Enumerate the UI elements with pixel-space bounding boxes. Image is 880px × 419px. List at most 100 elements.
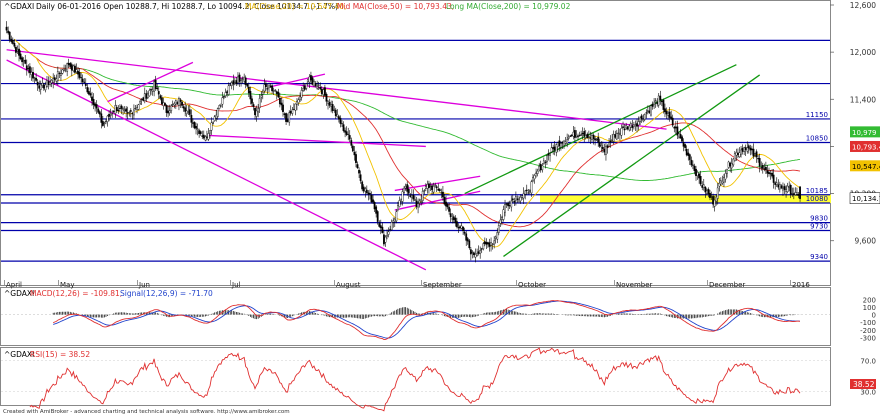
candle-body [497, 232, 498, 239]
candle-body [486, 242, 487, 244]
candle-body [337, 114, 338, 116]
candle-body [785, 190, 786, 192]
candle-body [393, 221, 394, 223]
candle-body [129, 112, 130, 113]
candle-body [475, 254, 476, 257]
candle-body [629, 126, 630, 130]
candle-body [82, 79, 83, 82]
month-label: Jun [138, 281, 150, 289]
candle-body [245, 78, 246, 85]
candle-body [155, 80, 156, 89]
candle-body [736, 152, 737, 155]
candle-body [184, 108, 185, 112]
candle-body [481, 249, 482, 250]
rsi-tick-label: 70.0 [860, 357, 876, 365]
candle-body [251, 99, 252, 104]
candle-body [538, 166, 539, 170]
candle-body [546, 156, 547, 162]
candle-body [181, 102, 182, 105]
candle-body [161, 98, 162, 104]
candle-body [234, 83, 235, 84]
macd-value-label: MACD(12,26) = -109.81, [30, 289, 122, 298]
candle-body [493, 241, 494, 244]
candle-body [330, 105, 331, 107]
candle-body [562, 142, 563, 143]
candle-body [371, 195, 372, 202]
candle-body [504, 204, 505, 212]
candle-body [318, 85, 319, 86]
candle-body [439, 189, 440, 190]
candle-body [765, 167, 766, 170]
candle-body [403, 188, 404, 192]
candle-body [17, 50, 18, 51]
candle-body [697, 172, 698, 176]
candle-body [627, 127, 628, 129]
candle-body [445, 202, 446, 206]
candle-body [740, 150, 741, 154]
candle-body [231, 83, 232, 86]
candle-body [650, 106, 651, 115]
candle-body [768, 172, 769, 173]
candle-body [790, 185, 791, 194]
candle-body [448, 207, 449, 211]
candle-body [688, 153, 689, 156]
candle-body [796, 193, 797, 195]
candle-body [375, 207, 376, 214]
signal-value-label: Signal(12,26,9) = -71.70 [120, 289, 213, 298]
candle-body [705, 187, 706, 192]
candle-body [12, 40, 13, 43]
candle-body [420, 199, 421, 201]
candle-body [139, 101, 140, 103]
candle-body [111, 113, 112, 114]
candle-body [767, 171, 768, 174]
candle-body [374, 202, 375, 209]
candle-body [722, 181, 723, 183]
candle-body [228, 86, 229, 95]
candle-body [225, 92, 226, 95]
candle-body [138, 105, 139, 110]
candle-body [624, 129, 625, 130]
candle-body [788, 186, 789, 187]
price-ticker: ^GDAXI [4, 2, 34, 11]
candle-body [192, 123, 193, 124]
macd-layer [1, 301, 830, 340]
candle-body [566, 140, 567, 144]
candle-body [742, 148, 743, 151]
price-tick-label: 9,600 [855, 237, 877, 246]
candle-body [416, 201, 417, 207]
candle-body [316, 86, 317, 88]
candle-body [321, 89, 322, 94]
candle-body [31, 72, 32, 75]
candle-body [456, 221, 457, 226]
candle-body [202, 136, 203, 137]
candle-body [327, 101, 328, 103]
candle-body [466, 234, 467, 241]
candle-body [529, 191, 530, 192]
candle-body [144, 94, 145, 101]
candle-body [775, 183, 776, 185]
candle-body [124, 110, 125, 111]
candle-body [122, 109, 123, 110]
candle-body [344, 131, 345, 133]
candle-body [306, 84, 307, 89]
candle-body [121, 106, 122, 109]
candle-body [455, 218, 456, 223]
candle-body [313, 82, 314, 86]
candle-body [153, 82, 154, 92]
candle-body [470, 250, 471, 255]
candle-body [85, 84, 86, 85]
candle-body [759, 158, 760, 166]
rsi-value-tag: 38.52 [853, 380, 875, 389]
candle-body [467, 239, 468, 242]
candle-body [127, 113, 128, 114]
candle-body [239, 75, 240, 82]
candle-body [458, 227, 459, 228]
candle-body [476, 253, 477, 255]
channel-line [7, 50, 667, 129]
candle-body [452, 219, 453, 220]
candle-body [29, 67, 30, 73]
candle-body [391, 222, 392, 230]
candle-body [217, 109, 218, 117]
candle-body [500, 220, 501, 223]
